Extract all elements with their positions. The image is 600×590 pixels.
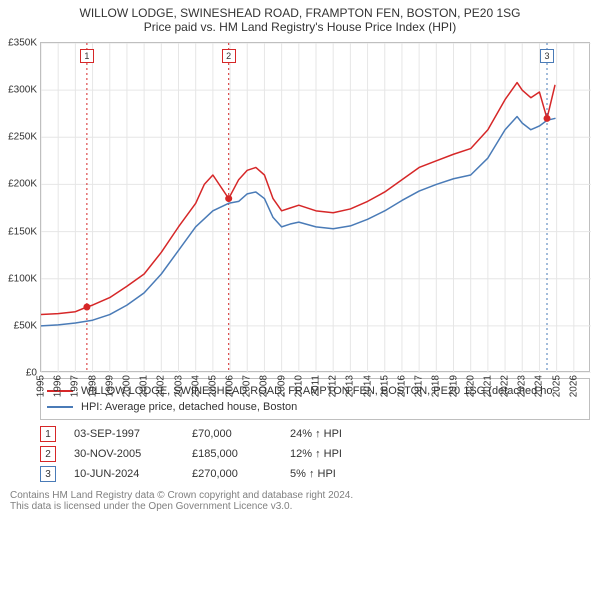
x-tick-label: 2006 (225, 375, 236, 397)
y-tick-label: £100K (8, 273, 37, 284)
legend-row: HPI: Average price, detached house, Bost… (47, 399, 583, 415)
event-row: 3 10-JUN-2024 £270,000 5% ↑ HPI (40, 464, 590, 484)
x-tick-label: 2005 (207, 375, 218, 397)
legend-swatch (47, 406, 73, 408)
event-price: £70,000 (192, 428, 272, 440)
x-tick-label: 2021 (482, 375, 493, 397)
chart-svg (41, 43, 591, 373)
title-block: WILLOW LODGE, SWINESHEAD ROAD, FRAMPTON … (0, 0, 600, 34)
x-tick-label: 1999 (104, 375, 115, 397)
x-tick-label: 2026 (568, 375, 579, 397)
x-tick-label: 2002 (156, 375, 167, 397)
x-tick-label: 2009 (276, 375, 287, 397)
x-tick-label: 2015 (379, 375, 390, 397)
title-line-2: Price paid vs. HM Land Registry's House … (0, 20, 600, 34)
event-marker-label: 2 (222, 49, 236, 63)
footer-line-1: Contains HM Land Registry data © Crown c… (10, 490, 590, 501)
event-table: 1 03-SEP-1997 £70,000 24% ↑ HPI 2 30-NOV-2005… (40, 424, 590, 484)
x-tick-label: 2022 (500, 375, 511, 397)
event-date: 10-JUN-2024 (74, 468, 174, 480)
event-row: 1 03-SEP-1997 £70,000 24% ↑ HPI (40, 424, 590, 444)
legend-label: HPI: Average price, detached house, Bost… (81, 401, 297, 413)
event-marker-label: 1 (80, 49, 94, 63)
event-row: 2 30-NOV-2005 £185,000 12% ↑ HPI (40, 444, 590, 464)
event-marker-label: 3 (540, 49, 554, 63)
x-tick-label: 2011 (311, 375, 322, 397)
x-tick-label: 2000 (121, 375, 132, 397)
x-tick-label: 2016 (396, 375, 407, 397)
footer-line-2: This data is licensed under the Open Gov… (10, 501, 590, 512)
x-tick-label: 2004 (190, 375, 201, 397)
event-date: 30-NOV-2005 (74, 448, 174, 460)
x-tick-label: 2012 (328, 375, 339, 397)
chart-plot-area: £0£50K£100K£150K£200K£250K£300K£350K1995… (40, 42, 590, 372)
x-tick-label: 2003 (173, 375, 184, 397)
event-price: £270,000 (192, 468, 272, 480)
x-tick-label: 2014 (362, 375, 373, 397)
title-line-1: WILLOW LODGE, SWINESHEAD ROAD, FRAMPTON … (0, 6, 600, 20)
x-tick-label: 2008 (259, 375, 270, 397)
event-diff: 24% ↑ HPI (290, 428, 390, 440)
x-tick-label: 2013 (345, 375, 356, 397)
x-tick-label: 1998 (87, 375, 98, 397)
x-tick-label: 2019 (448, 375, 459, 397)
x-tick-label: 2025 (551, 375, 562, 397)
x-tick-label: 2001 (139, 375, 150, 397)
event-diff: 5% ↑ HPI (290, 468, 390, 480)
y-tick-label: £50K (14, 320, 37, 331)
y-tick-label: £350K (8, 38, 37, 49)
y-tick-label: £300K (8, 85, 37, 96)
event-price: £185,000 (192, 448, 272, 460)
x-tick-label: 1996 (53, 375, 64, 397)
footer: Contains HM Land Registry data © Crown c… (10, 490, 590, 512)
event-number-box: 2 (40, 446, 56, 462)
y-tick-label: £150K (8, 226, 37, 237)
x-tick-label: 2024 (534, 375, 545, 397)
x-tick-label: 2023 (517, 375, 528, 397)
y-tick-label: £200K (8, 179, 37, 190)
event-number-box: 3 (40, 466, 56, 482)
event-number-box: 1 (40, 426, 56, 442)
event-date: 03-SEP-1997 (74, 428, 174, 440)
chart-container: WILLOW LODGE, SWINESHEAD ROAD, FRAMPTON … (0, 0, 600, 590)
x-tick-label: 2007 (242, 375, 253, 397)
x-tick-label: 2017 (414, 375, 425, 397)
x-tick-label: 1995 (36, 375, 47, 397)
y-tick-label: £250K (8, 132, 37, 143)
x-tick-label: 2010 (293, 375, 304, 397)
x-tick-label: 2020 (465, 375, 476, 397)
x-tick-label: 1997 (70, 375, 81, 397)
x-tick-label: 2018 (431, 375, 442, 397)
event-diff: 12% ↑ HPI (290, 448, 390, 460)
